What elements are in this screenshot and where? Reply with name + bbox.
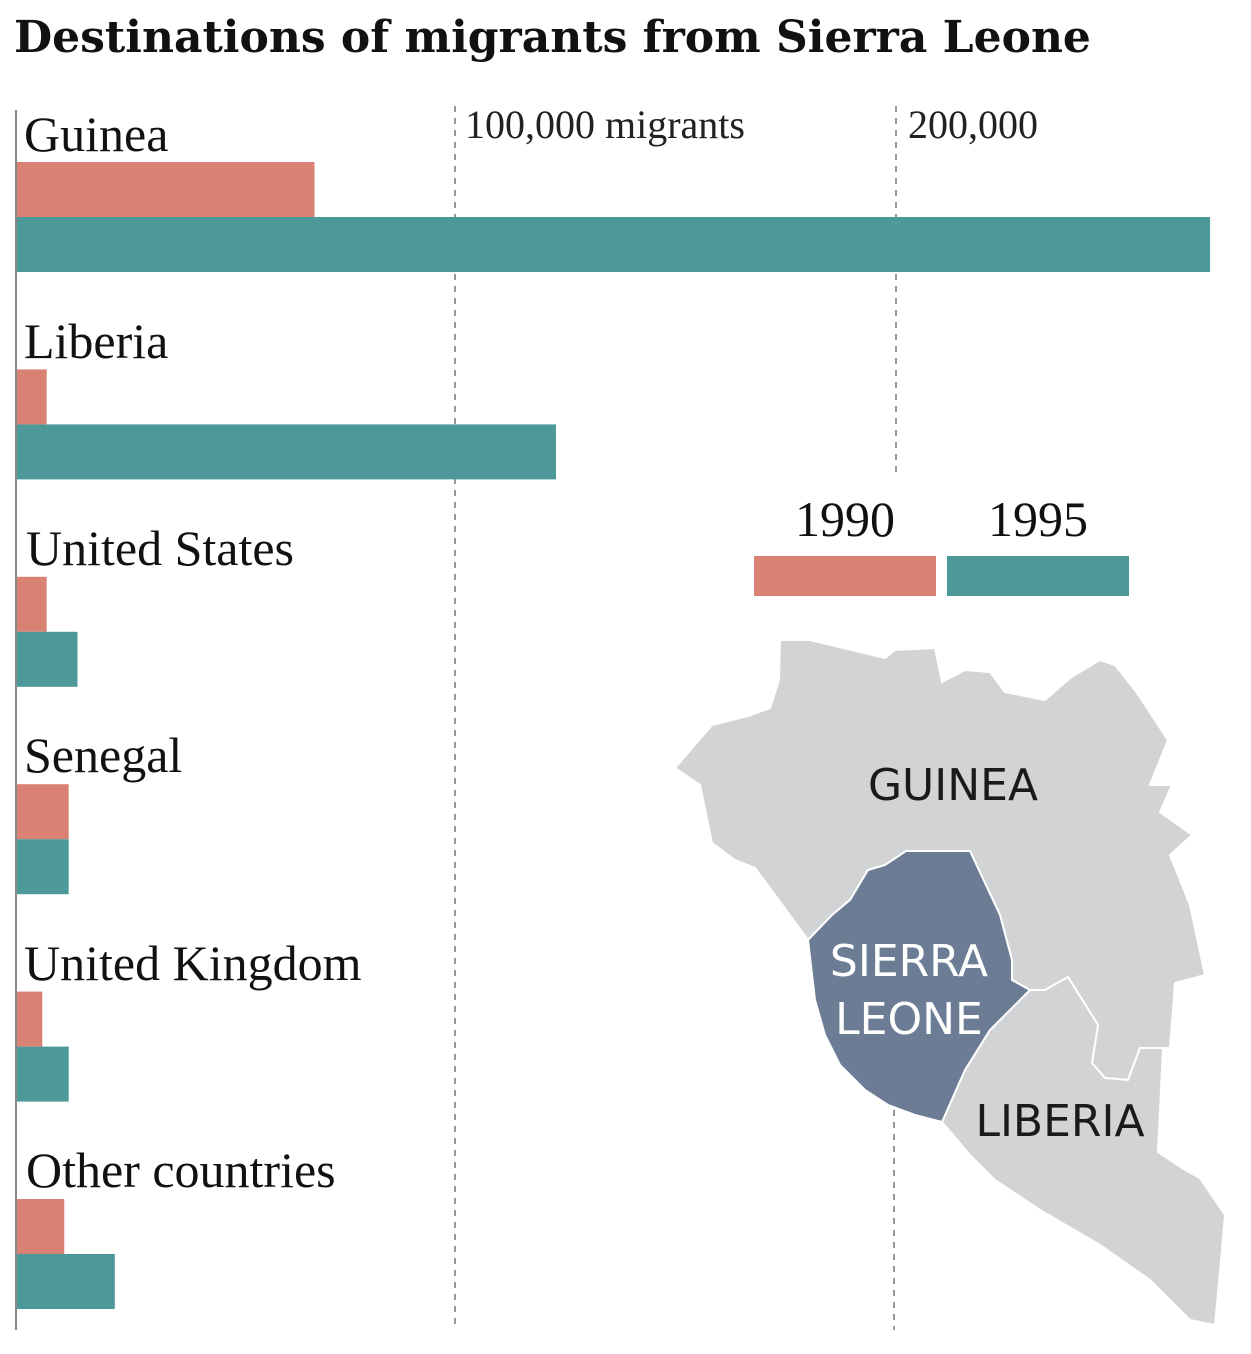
bar-guinea-1990 xyxy=(16,162,315,217)
category-label-united-kingdom: United Kingdom xyxy=(24,935,362,991)
map-label-leone: LEONE xyxy=(835,994,983,1045)
legend-label-1990: 1990 xyxy=(795,491,895,547)
category-label-other-countries: Other countries xyxy=(26,1142,336,1198)
bars xyxy=(16,162,1211,1309)
category-label-senegal: Senegal xyxy=(24,727,182,783)
map-sierra-leone xyxy=(806,850,1032,1124)
inset-map: GUINEA SIERRA LEONE LIBERIA xyxy=(673,639,1227,1327)
category-label-united-states: United States xyxy=(26,520,294,576)
bar-other-countries-1995 xyxy=(16,1254,115,1309)
chart-title: Destinations of migrants from Sierra Leo… xyxy=(14,12,1091,63)
bar-liberia-1995 xyxy=(16,424,556,480)
bar-other-countries-1990 xyxy=(16,1199,65,1254)
bar-united-kingdom-1990 xyxy=(16,991,43,1047)
bar-united-states-1990 xyxy=(16,576,47,632)
category-label-guinea: Guinea xyxy=(24,106,168,162)
map-label-liberia: LIBERIA xyxy=(975,1096,1144,1147)
legend-label-1995: 1995 xyxy=(988,491,1088,547)
legend-swatch-1990 xyxy=(754,556,936,596)
map-label-sierra: SIERRA xyxy=(830,936,988,987)
map-label-guinea: GUINEA xyxy=(868,760,1038,811)
bar-liberia-1990 xyxy=(16,369,47,425)
bar-guinea-1995 xyxy=(16,217,1211,272)
category-label-liberia: Liberia xyxy=(24,313,168,369)
legend: 1990 1995 xyxy=(754,491,1129,596)
tick-label-200000: 200,000 xyxy=(908,102,1038,147)
bar-united-states-1995 xyxy=(16,631,78,687)
bar-united-kingdom-1995 xyxy=(16,1046,69,1102)
tick-label-100000: 100,000 migrants xyxy=(465,102,745,147)
legend-swatch-1995 xyxy=(947,556,1129,596)
bar-senegal-1995 xyxy=(16,839,69,895)
bar-senegal-1990 xyxy=(16,784,69,840)
